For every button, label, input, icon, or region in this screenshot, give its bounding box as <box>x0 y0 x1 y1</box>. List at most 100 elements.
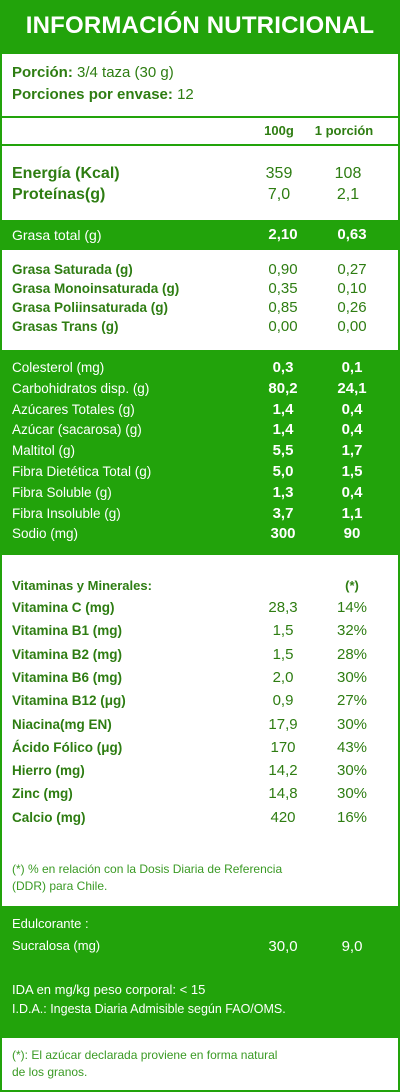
fat-row-value-100g: 0,85 <box>268 299 298 316</box>
portion-value: 3/4 taza (30 g) <box>77 64 174 81</box>
carb-row-value-portion: 24,1 <box>337 379 367 397</box>
col-header-portion: 1 porción <box>314 123 374 138</box>
fat-row-label: Grasa Saturada (g) <box>12 262 133 277</box>
carb-row-label: Fibra Soluble (g) <box>12 484 112 500</box>
carb-row-label: Colesterol (mg) <box>12 360 105 375</box>
carb-row-value-100g: 80,2 <box>268 379 298 397</box>
carb-row-value-portion: 1,7 <box>341 442 363 460</box>
vitamins-note: (*) <box>345 578 359 593</box>
vitamin-row-label: Ácido Fólico (μg) <box>12 739 123 755</box>
carb-row-value-100g: 5,5 <box>272 442 294 460</box>
vitamin-row-label: Hierro (mg) <box>12 763 85 779</box>
sugar-note-line1: (*): El azúcar declarada proviene en for… <box>12 1048 278 1062</box>
carb-row-value-100g: 5,0 <box>272 463 294 480</box>
energy-row-value-portion: 2,1 <box>336 186 360 203</box>
vitamin-row-value-portion: 28% <box>336 645 368 663</box>
vitamin-row-value-portion: 27% <box>336 692 368 710</box>
vitamin-row-value-100g: 0,9 <box>272 692 294 710</box>
vitamin-row-value-portion: 30% <box>336 762 368 780</box>
fat-total-label: Grasa total (g) <box>12 227 102 243</box>
vitamin-row-label: Vitamina B1 (mg) <box>12 623 123 639</box>
carb-row-value-portion: 0,4 <box>341 421 363 439</box>
vitamin-row-value-100g: 14,8 <box>268 785 298 803</box>
bottom-border <box>0 1090 400 1092</box>
carb-row-value-100g: 1,4 <box>272 400 294 418</box>
servings-value: 12 <box>177 86 194 103</box>
sweetener-section: Edulcorante : Sucralosa (mg) 30,0 9,0 ID… <box>0 906 400 1038</box>
col-header-100g: 100g <box>264 123 294 138</box>
right-border <box>398 54 400 1092</box>
carb-row-label: Maltitol (g) <box>12 443 76 459</box>
divider-portion <box>0 116 400 118</box>
fat-row-value-100g: 0,35 <box>268 280 298 297</box>
carb-row-value-portion: 1,1 <box>341 504 363 522</box>
fat-total-row: Grasa total (g) 2,10 0,63 <box>0 220 400 250</box>
vitamin-row-label: Calcio (mg) <box>12 809 86 825</box>
vitamin-row-value-100g: 420 <box>270 808 296 826</box>
vitamin-row-value-portion: 32% <box>336 622 368 640</box>
ddr-note-line2: (DDR) para Chile. <box>12 879 108 893</box>
vitamin-row-value-100g: 17,9 <box>268 715 298 733</box>
vitamin-row-value-100g: 1,5 <box>272 622 294 640</box>
sweetener-title: Edulcorante : <box>12 916 89 931</box>
servings-line: Porciones por envase: 12 <box>12 86 194 103</box>
vitamin-row-value-portion: 30% <box>336 668 368 686</box>
vitamins-header: Vitaminas y Minerales: <box>12 578 152 593</box>
portion-label: Porción: <box>12 64 73 81</box>
carb-row-label: Sodio (mg) <box>12 526 79 542</box>
vitamin-row-value-portion: 14% <box>336 599 368 616</box>
sweetener-label: Sucralosa (mg) <box>12 938 101 953</box>
ida-line2: I.D.A.: Ingesta Diaria Admisible según F… <box>12 1002 286 1016</box>
carb-row-label: Azúcar (sacarosa) (g) <box>12 422 142 438</box>
fat-row-label: Grasa Monoinsaturada (g) <box>12 281 180 296</box>
vitamin-row-value-100g: 170 <box>270 738 296 756</box>
fat-row-value-portion: 0,26 <box>337 299 367 316</box>
divider-headers <box>0 144 400 146</box>
vitamin-row-label: Vitamina B6 (mg) <box>12 669 123 685</box>
vitamin-row-value-100g: 14,2 <box>268 762 298 780</box>
energy-row-value-100g: 359 <box>265 165 293 182</box>
vitamin-row-value-portion: 30% <box>336 785 368 803</box>
vitamin-row-value-100g: 2,0 <box>272 668 294 686</box>
carb-row-value-100g: 1,4 <box>272 421 294 439</box>
vitamin-row-value-portion: 16% <box>336 808 368 826</box>
carb-row-value-100g: 3,7 <box>272 504 294 522</box>
vitamin-row-value-100g: 28,3 <box>268 599 298 616</box>
carb-row-value-100g: 0,3 <box>272 359 294 376</box>
portion-line: Porción: 3/4 taza (30 g) <box>12 64 174 81</box>
carb-row-value-portion: 0,4 <box>341 400 363 418</box>
carb-row-value-100g: 300 <box>270 525 296 543</box>
fat-row-value-portion: 0,10 <box>337 280 367 297</box>
sweetener-portion: 9,0 <box>341 938 363 955</box>
vitamin-row-value-portion: 30% <box>336 715 368 733</box>
ddr-note-line1: (*) % en relación con la Dosis Diaria de… <box>12 862 283 876</box>
vitamin-row-label: Zinc (mg) <box>12 786 73 802</box>
carb-row-label: Azúcares Totales (g) <box>12 401 135 417</box>
panel-title: INFORMACIÓN NUTRICIONAL <box>25 12 375 39</box>
energy-row-value-100g: 7,0 <box>267 186 291 203</box>
fat-row-label: Grasa Poliinsaturada (g) <box>12 300 169 315</box>
vitamin-row-value-100g: 1,5 <box>272 645 294 663</box>
carb-row-label: Carbohidratos disp. (g) <box>12 380 150 396</box>
vitamin-row-label: Vitamina B2 (mg) <box>12 646 123 662</box>
vitamin-row-label: Vitamina C (mg) <box>12 600 115 615</box>
energy-row-label: Energía (Kcal) <box>12 165 120 182</box>
fat-row-label: Grasas Trans (g) <box>12 319 119 334</box>
sugar-note-line2: de los granos. <box>12 1065 88 1079</box>
servings-label: Porciones por envase: <box>12 86 173 103</box>
left-border <box>0 54 2 1092</box>
ida-line1: IDA en mg/kg peso corporal: < 15 <box>12 982 206 997</box>
vitamin-row-label: Vitamina B12 (μg) <box>12 693 126 709</box>
carb-row-value-portion: 0,4 <box>341 483 363 501</box>
fat-total-100g: 2,10 <box>268 226 298 243</box>
carb-row-value-portion: 90 <box>343 525 361 543</box>
title-bar <box>0 0 400 54</box>
energy-row-label: Proteínas(g) <box>12 186 106 203</box>
carb-row-value-portion: 1,5 <box>341 463 363 480</box>
vitamin-row-label: Niacina(mg EN) <box>12 716 112 732</box>
fat-row-value-100g: 0,90 <box>268 261 298 278</box>
carb-row-label: Fibra Dietética Total (g) <box>12 464 152 479</box>
carb-row-value-portion: 0,1 <box>341 359 363 376</box>
sweetener-100g: 30,0 <box>268 938 298 955</box>
